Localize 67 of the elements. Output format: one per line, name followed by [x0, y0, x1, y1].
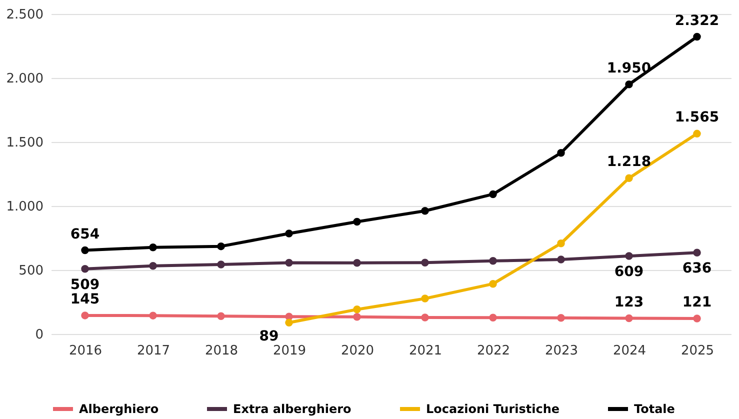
point	[489, 257, 497, 265]
x-tick-label: 2024	[612, 344, 646, 358]
point	[217, 260, 225, 268]
point	[217, 312, 225, 320]
data-label: 654	[70, 226, 100, 242]
data-label: 609	[614, 264, 644, 280]
x-tick-label: 2023	[544, 344, 578, 358]
point	[217, 242, 225, 250]
point	[693, 248, 701, 256]
data-label: 509	[70, 276, 100, 293]
point	[149, 243, 157, 252]
data-label: 121	[682, 294, 712, 311]
point	[625, 80, 633, 88]
data-label: 2.322	[674, 12, 720, 29]
point	[285, 258, 293, 267]
data-label: 1.565	[674, 110, 720, 126]
point	[421, 207, 429, 215]
point	[693, 314, 701, 322]
point	[353, 218, 361, 226]
data-label: 123	[614, 294, 644, 310]
point	[625, 174, 633, 182]
x-tick-label: 2019	[272, 344, 306, 358]
y-tick-label: 1.500	[6, 136, 44, 150]
point	[421, 314, 429, 322]
legend-label: Locazioni Turistiche	[426, 402, 560, 416]
legend-label: Extra alberghiero	[233, 402, 352, 416]
y-tick-label: 2.500	[6, 8, 44, 22]
point	[421, 294, 429, 302]
point	[489, 314, 497, 322]
point	[285, 318, 293, 326]
y-tick-label: 0	[35, 328, 44, 342]
point	[353, 312, 361, 321]
point	[421, 258, 429, 266]
legend-label: Totale	[634, 402, 675, 416]
point	[489, 280, 497, 288]
data-label: 1.218	[606, 154, 652, 170]
point	[353, 306, 361, 314]
point	[557, 149, 565, 157]
x-tick-label: 2017	[136, 344, 170, 358]
point	[149, 262, 157, 270]
point	[625, 314, 633, 322]
y-tick-label: 1.000	[6, 200, 44, 214]
x-tick-label: 2016	[68, 344, 102, 358]
x-tick-label: 2022	[476, 344, 510, 358]
legend-label: Alberghiero	[79, 402, 159, 416]
point	[557, 314, 565, 322]
point	[557, 240, 565, 248]
data-label: 145	[70, 291, 100, 308]
x-tick-label: 2025	[680, 344, 714, 358]
point	[353, 258, 361, 267]
data-label: 636	[682, 260, 712, 277]
y-tick-label: 2.000	[6, 72, 44, 86]
point	[693, 32, 701, 41]
x-tick-label: 2018	[204, 344, 238, 358]
point	[557, 256, 565, 264]
point	[625, 252, 633, 260]
point	[285, 230, 293, 238]
point	[149, 312, 157, 320]
x-tick-label: 2021	[408, 344, 442, 358]
y-tick-label: 500	[18, 264, 44, 278]
point	[81, 246, 89, 254]
point	[693, 130, 701, 138]
point	[81, 312, 89, 320]
x-tick-label: 2020	[340, 344, 374, 358]
data-label: 89	[259, 328, 279, 345]
point	[81, 264, 89, 273]
point	[489, 190, 497, 198]
